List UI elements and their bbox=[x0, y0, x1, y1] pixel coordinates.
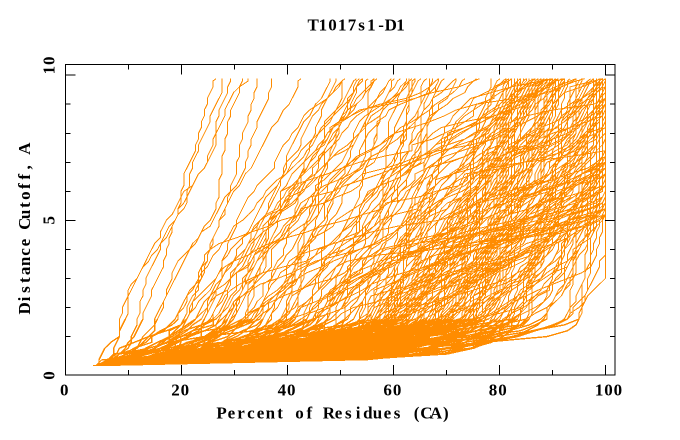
svg-text:40: 40 bbox=[278, 380, 296, 399]
svg-text:0: 0 bbox=[40, 371, 59, 380]
svg-text:0: 0 bbox=[60, 380, 69, 399]
svg-text:60: 60 bbox=[383, 380, 401, 399]
svg-text:Distance Cutoff, A: Distance Cutoff, A bbox=[15, 142, 34, 315]
svg-text:5: 5 bbox=[40, 216, 59, 225]
svg-text:80: 80 bbox=[489, 380, 507, 399]
svg-text:T1017s1-D1: T1017s1-D1 bbox=[308, 16, 405, 35]
svg-text:Percent of Residues (CA): Percent of Residues (CA) bbox=[216, 403, 448, 422]
svg-text:10: 10 bbox=[40, 57, 59, 75]
svg-text:100: 100 bbox=[595, 380, 622, 399]
svg-text:20: 20 bbox=[171, 380, 189, 399]
